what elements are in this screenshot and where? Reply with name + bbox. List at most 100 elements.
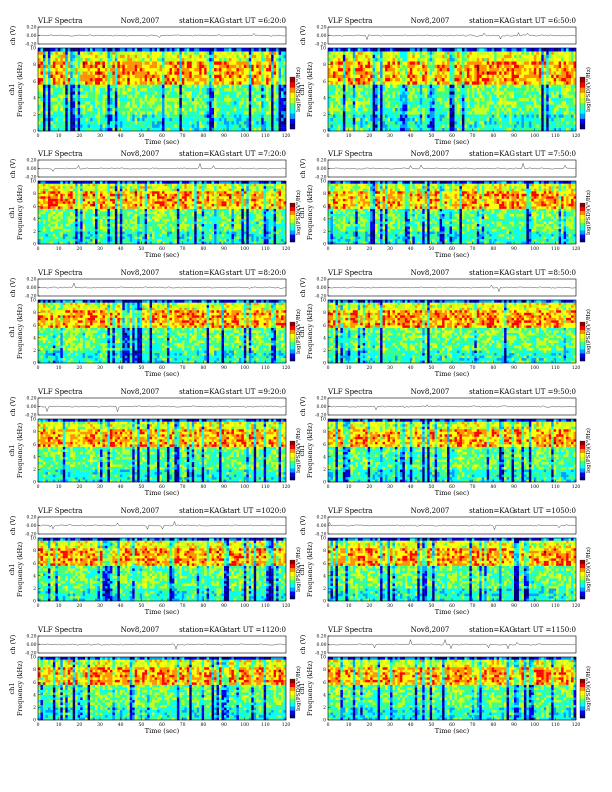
- heatmap-cell: [110, 128, 113, 131]
- heatmap-cell: [112, 88, 115, 91]
- heatmap-cell: [83, 85, 86, 88]
- heatmap-cell: [83, 114, 86, 117]
- heatmap-cell: [43, 118, 46, 121]
- panel-start-ut: start UT =6:20:0: [226, 17, 286, 25]
- heatmap-cell: [88, 124, 91, 127]
- heatmap-cell: [127, 81, 130, 84]
- heatmap-cell: [83, 91, 86, 94]
- heatmap-cell: [98, 71, 101, 74]
- heatmap-cell: [58, 48, 61, 51]
- heatmap-cell: [50, 71, 53, 74]
- heatmap-cell: [45, 128, 48, 131]
- heatmap-cell: [73, 101, 76, 104]
- heatmap-cell: [63, 88, 66, 91]
- heatmap-cell: [102, 71, 105, 74]
- heatmap-cell: [85, 91, 88, 94]
- heatmap-cell: [60, 128, 63, 131]
- heatmap-cell: [115, 121, 118, 124]
- heatmap-cell: [112, 111, 115, 114]
- heatmap-cell: [90, 51, 93, 54]
- heatmap-cell: [127, 101, 130, 104]
- heatmap-cell: [125, 111, 128, 114]
- heatmap-cell: [68, 81, 71, 84]
- heatmap-cell: [117, 71, 120, 74]
- heatmap-cell: [40, 121, 43, 124]
- heatmap-cell: [45, 68, 48, 71]
- heatmap-cell: [120, 65, 123, 68]
- heatmap-cell: [122, 81, 125, 84]
- heatmap-cell: [53, 91, 56, 94]
- heatmap-cell: [65, 78, 68, 81]
- heatmap-cell: [98, 48, 101, 51]
- heatmap-cell: [98, 128, 101, 131]
- heatmap-cell: [95, 104, 98, 107]
- heatmap-cell: [45, 101, 48, 104]
- heatmap-cell: [60, 48, 63, 51]
- heatmap-cell: [65, 61, 68, 64]
- heatmap-cell: [83, 124, 86, 127]
- heatmap-cell: [65, 58, 68, 61]
- heatmap-cell: [98, 101, 101, 104]
- heatmap-cell: [53, 104, 56, 107]
- heatmap-cell: [45, 88, 48, 91]
- heatmap-cell: [117, 68, 120, 71]
- heatmap-cell: [63, 128, 66, 131]
- heatmap-cell: [38, 111, 41, 114]
- heatmap-cell: [110, 111, 113, 114]
- heatmap-cell: [53, 124, 56, 127]
- heatmap-cell: [58, 94, 61, 97]
- heatmap-cell: [127, 108, 130, 111]
- heatmap-cell: [70, 118, 73, 121]
- heatmap-cell: [90, 78, 93, 81]
- heatmap-cell: [127, 71, 130, 74]
- heatmap-cell: [58, 108, 61, 111]
- heatmap-cell: [75, 94, 78, 97]
- heatmap-cell: [125, 88, 128, 91]
- heatmap-cell: [110, 75, 113, 78]
- heatmap-cell: [60, 124, 63, 127]
- heatmap-cell: [50, 124, 53, 127]
- heatmap-cell: [55, 118, 58, 121]
- heatmap-cell: [110, 88, 113, 91]
- heatmap-cell: [105, 108, 108, 111]
- heatmap-cell: [68, 51, 71, 54]
- heatmap-cell: [100, 88, 103, 91]
- heatmap-cell: [127, 111, 130, 114]
- heatmap-cell: [45, 111, 48, 114]
- heatmap-cell: [100, 114, 103, 117]
- heatmap-cell: [90, 98, 93, 101]
- heatmap-cell: [73, 111, 76, 114]
- heatmap-cell: [93, 128, 96, 131]
- heatmap-cell: [120, 101, 123, 104]
- heatmap-cell: [80, 78, 83, 81]
- heatmap-cell: [73, 124, 76, 127]
- heatmap-cell: [40, 58, 43, 61]
- heatmap-cell: [48, 124, 51, 127]
- heatmap-cell: [48, 65, 51, 68]
- heatmap-cell: [55, 61, 58, 64]
- heatmap-cell: [55, 71, 58, 74]
- heatmap-cell: [45, 48, 48, 51]
- heatmap-cell: [63, 71, 66, 74]
- heatmap-cell: [40, 65, 43, 68]
- heatmap-cell: [63, 104, 66, 107]
- panel-1: VLF Spectra Nov8,2007 station=KAG start UT …: [8, 17, 302, 146]
- heatmap-cell: [112, 101, 115, 104]
- heatmap-cell: [53, 98, 56, 101]
- heatmap-cell: [80, 118, 83, 121]
- heatmap-cell: [78, 121, 81, 124]
- heatmap-cell: [95, 121, 98, 124]
- heatmap-cell: [85, 85, 88, 88]
- heatmap-cell: [125, 61, 128, 64]
- heatmap-cell: [65, 111, 68, 114]
- heatmap-cell: [40, 81, 43, 84]
- heatmap-cell: [48, 121, 51, 124]
- heatmap-cell: [58, 81, 61, 84]
- heatmap-cell: [70, 71, 73, 74]
- heatmap-cell: [45, 85, 48, 88]
- heatmap-cell: [93, 61, 96, 64]
- heatmap-cell: [85, 81, 88, 84]
- heatmap-cell: [40, 78, 43, 81]
- heatmap-cell: [53, 108, 56, 111]
- heatmap-cell: [95, 111, 98, 114]
